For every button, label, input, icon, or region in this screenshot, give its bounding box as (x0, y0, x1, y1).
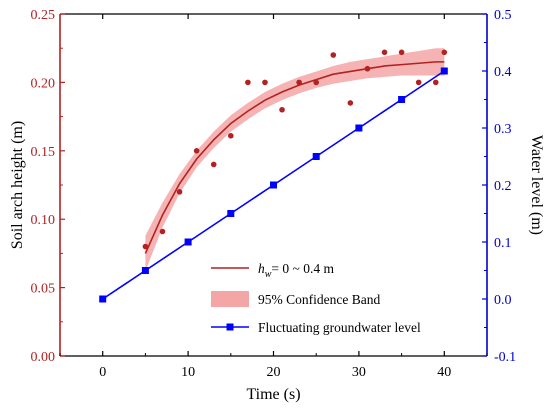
left-axis-tick-label: 0.20 (31, 76, 56, 91)
right-axis-tick-label: 0.4 (494, 65, 512, 80)
fit-curve-line (144, 61, 445, 254)
right-axis-tick-label: 0.5 (494, 8, 512, 23)
legend-water-label: Fluctuating groundwater level (258, 320, 421, 335)
soil-arch-point (210, 161, 217, 168)
fit-curve-layer (144, 61, 445, 254)
soil-arch-point (176, 189, 183, 195)
water-level-marker (440, 67, 448, 75)
water-level-marker (227, 210, 235, 217)
left-axis-tick-label: 0.10 (31, 213, 56, 228)
x-axis-tick-label: 0 (99, 365, 106, 380)
soil-arch-point (347, 100, 354, 106)
left-axis-tick-label: 0.15 (31, 145, 56, 160)
soil-arch-point (296, 79, 302, 86)
right-axis-tick-label: 0.0 (494, 293, 512, 308)
soil-arch-point (381, 49, 388, 56)
right-axis-tick-label: 0.2 (494, 179, 512, 194)
scatter-points-layer (142, 49, 448, 250)
soil-arch-point (313, 79, 320, 86)
water-level-marker (312, 153, 320, 160)
water-level-marker (141, 267, 149, 274)
soil-arch-point (142, 243, 149, 250)
x-axis-tick-label: 10 (181, 365, 195, 380)
legend-fit-subscript: w (265, 269, 272, 280)
water-level-marker (99, 295, 107, 303)
soil-arch-point (441, 49, 448, 56)
x-axis-tick-label: 20 (267, 365, 281, 380)
water-level-marker (398, 96, 406, 103)
right-axis-tick-label: 0.1 (494, 236, 512, 251)
legend-fit-symbol: h (258, 261, 265, 276)
legend-fit-range: = 0 ~ 0.4 m (271, 261, 334, 276)
soil-arch-point (432, 79, 439, 86)
soil-arch-point (193, 148, 200, 154)
confidence-band-layer (145, 48, 445, 272)
legend: hw= 0 ~ 0.4 m 95% Confidence Band Fluctuat… (211, 261, 421, 335)
left-axis-tick-label: 0.25 (31, 8, 56, 23)
legend-water-swatch-marker (226, 323, 234, 331)
water-level-marker (270, 181, 277, 189)
water-level-layer (99, 67, 448, 303)
right-axis-title: Water level (m) (528, 135, 545, 235)
x-axis-tick-label: 30 (352, 365, 366, 380)
left-axis-tick-label: 0.05 (31, 282, 56, 297)
soil-arch-point (279, 106, 285, 113)
left-axis-title: Soil arch height (m) (9, 121, 26, 249)
axes-layer: 0.00 0.05 0.10 0.15 0.20 0.25 -0.1 0.0 0.1 0.2 0.3… (9, 8, 545, 403)
right-axis-tick-label: 0.3 (494, 122, 512, 137)
right-axis-tick-label: -0.1 (494, 350, 516, 365)
legend-fit-label: hw= 0 ~ 0.4 m (258, 261, 334, 280)
water-level-marker (355, 124, 363, 132)
x-axis-title: Time (s) (246, 386, 300, 403)
soil-arch-point (245, 79, 251, 86)
soil-arch-point (262, 79, 268, 86)
soil-arch-point (398, 49, 405, 56)
water-level-marker (184, 238, 192, 246)
legend-band-swatch (211, 291, 249, 307)
soil-arch-point (159, 228, 166, 235)
soil-arch-point (330, 52, 337, 58)
left-axis-tick-label: 0.00 (31, 350, 56, 365)
soil-arch-point (415, 79, 422, 86)
x-axis-tick-label: 40 (437, 365, 451, 380)
soil-arch-point (228, 132, 234, 139)
legend-band-label: 95% Confidence Band (258, 292, 380, 307)
confidence-band-area (145, 48, 445, 272)
